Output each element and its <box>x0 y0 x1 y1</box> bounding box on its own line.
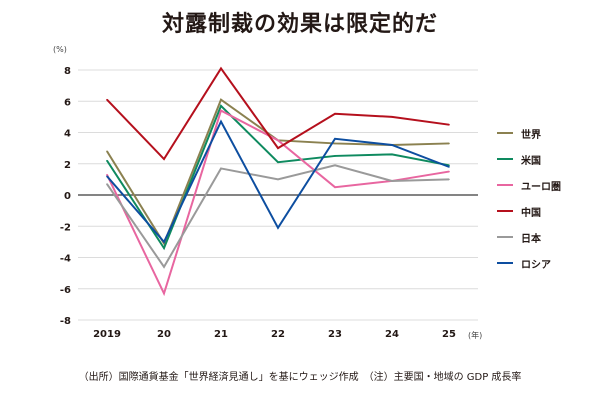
legend-item: 中国 <box>497 198 561 224</box>
data-point <box>277 147 279 149</box>
legend-swatch <box>497 184 513 186</box>
source-note: （出所）国際通貨基金「世界経済見通し」を基にウェッジ作成 （注）主要国・地域の … <box>78 372 522 383</box>
legend: 世界米国ユーロ圏中国日本ロシア <box>497 120 561 276</box>
data-point <box>334 155 336 157</box>
data-point <box>334 142 336 145</box>
legend-item: 日本 <box>497 224 561 250</box>
data-point <box>334 137 336 140</box>
data-point <box>220 120 222 123</box>
x-tick-label: 23 <box>328 329 342 340</box>
chart-title: 対露制裁の効果は限定的だ <box>161 12 438 37</box>
x-tick-label: 24 <box>385 329 399 340</box>
legend-label: 中国 <box>521 207 541 219</box>
y-tick-label: 2 <box>64 160 71 171</box>
data-point <box>448 166 450 168</box>
legend-label: 世界 <box>521 129 541 141</box>
data-point <box>106 98 108 101</box>
x-tick-label: 21 <box>214 329 228 340</box>
data-point <box>334 186 336 188</box>
data-point <box>220 98 222 101</box>
series-line-4 <box>106 164 450 269</box>
legend-item: ユーロ圏 <box>497 172 561 198</box>
legend-label: ロシア <box>521 259 551 271</box>
legend-swatch <box>497 158 513 160</box>
data-point <box>448 170 450 173</box>
data-point <box>448 178 450 181</box>
legend-item: ロシア <box>497 250 561 276</box>
data-point <box>106 175 108 178</box>
data-point <box>106 159 108 162</box>
y-tick-label: -2 <box>60 222 71 233</box>
data-point <box>334 164 336 167</box>
data-point <box>277 178 279 181</box>
legend-swatch <box>497 236 513 238</box>
legend-label: 米国 <box>521 155 541 167</box>
series-line-0 <box>106 98 450 246</box>
legend-swatch <box>497 262 513 264</box>
data-point <box>163 241 165 243</box>
data-point <box>277 227 279 229</box>
y-tick-label: -8 <box>60 316 71 327</box>
x-tick-label: 20 <box>157 329 171 340</box>
y-tick-label: 0 <box>64 191 71 202</box>
x-tick-label: 2019 <box>93 329 121 340</box>
x-axis-unit: (年) <box>468 331 483 340</box>
y-tick-label: 6 <box>64 97 71 108</box>
data-point <box>391 116 393 118</box>
legend-item: 世界 <box>497 120 561 146</box>
legend-item: 米国 <box>497 146 561 172</box>
y-tick-label: -6 <box>60 285 71 296</box>
series-line-2 <box>106 109 450 297</box>
data-point <box>163 158 165 160</box>
y-tick-label: 4 <box>64 129 71 140</box>
data-point <box>106 173 108 176</box>
data-point <box>220 105 222 107</box>
data-point <box>220 109 222 112</box>
x-tick-label: 22 <box>271 329 285 340</box>
data-point <box>277 161 279 163</box>
data-point <box>163 247 165 249</box>
data-point <box>391 180 393 182</box>
y-axis-unit: (%) <box>53 45 67 54</box>
legend-swatch <box>497 210 513 212</box>
data-point <box>391 153 393 156</box>
x-tick-label: 25 <box>442 329 456 340</box>
data-point <box>106 150 108 153</box>
data-point <box>448 123 450 126</box>
y-tick-label: 8 <box>64 66 71 77</box>
data-point <box>163 266 165 268</box>
data-point <box>163 292 165 295</box>
data-point <box>277 139 279 142</box>
legend-swatch <box>497 132 513 134</box>
data-point <box>220 167 222 170</box>
y-tick-label: -4 <box>60 254 71 265</box>
data-point <box>220 67 222 70</box>
data-point <box>448 142 450 145</box>
data-point <box>334 112 336 115</box>
legend-label: ユーロ圏 <box>521 181 561 193</box>
legend-label: 日本 <box>521 233 541 245</box>
data-point <box>391 144 393 146</box>
data-point <box>106 183 108 185</box>
